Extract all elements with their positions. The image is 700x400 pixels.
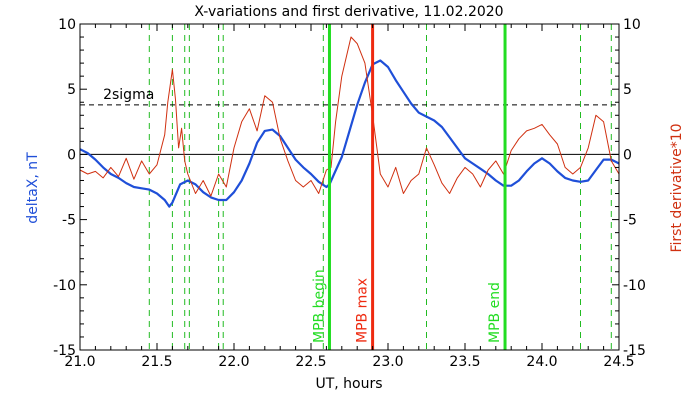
y-tick-label-left: -10 — [53, 278, 76, 294]
x-tick-label: 21.5 — [141, 354, 172, 370]
x-tick-label: 23.0 — [372, 354, 403, 370]
plot-frame — [79, 23, 620, 351]
y-axis-label-right: First derivative*10 — [669, 123, 685, 252]
axes-layer: 21.0 21.5 22.0 22.5 23.0 23.5 24.0 24.5 10 5 0 -5 -1… — [53, 17, 646, 370]
y-tick-label-right: -5 — [623, 213, 637, 229]
event-label: MPB begin — [311, 269, 327, 343]
y-tick-label-right: 0 — [623, 147, 632, 163]
series-layer — [79, 36, 620, 208]
y-tick-label-left: -15 — [53, 343, 76, 359]
sigma-label: 2sigma — [103, 87, 154, 103]
y-axis-label-left: deltaX, nT — [25, 152, 41, 224]
y-tick-label-right: -10 — [623, 278, 646, 294]
y-tick-label-left: 5 — [67, 82, 76, 98]
x-axis-label: UT, hours — [315, 376, 382, 392]
series-line-deltaX — [79, 59, 620, 208]
series-line-derivative — [79, 36, 620, 197]
y-tick-label-right: 5 — [623, 82, 632, 98]
y-tick-label-left: 10 — [58, 17, 76, 33]
chart-title: X-variations and first derivative, 11.02… — [194, 4, 503, 20]
event-label: MPB max — [355, 278, 371, 343]
x-tick-label: 22.5 — [295, 354, 326, 370]
event-layer: MPB begin MPB max MPB end — [311, 24, 507, 350]
event-label: MPB end — [487, 282, 503, 343]
y-tick-label-right: 10 — [623, 17, 641, 33]
y-tick-label-left: 0 — [67, 147, 76, 163]
x-tick-label: 21.0 — [64, 354, 95, 370]
x-tick-label: 24.5 — [603, 354, 634, 370]
marker-layer: 2sigma — [80, 24, 619, 350]
x-tick-label: 23.5 — [449, 354, 480, 370]
x-tick-label: 22.0 — [218, 354, 249, 370]
y-tick-label-right: -15 — [623, 343, 646, 359]
x-tick-label: 24.0 — [526, 354, 557, 370]
y-tick-label-left: -5 — [62, 213, 76, 229]
